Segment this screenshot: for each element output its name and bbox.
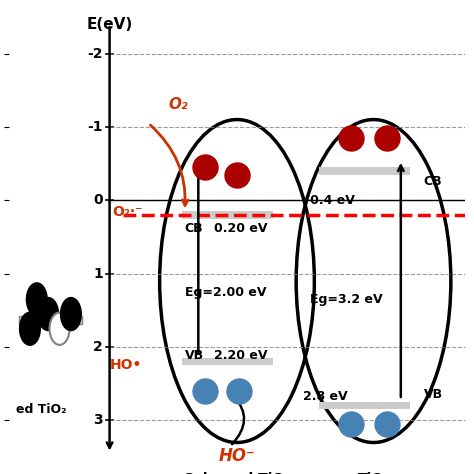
Text: VB: VB <box>185 349 204 363</box>
Point <box>347 134 355 142</box>
Text: 0.20 eV: 0.20 eV <box>214 222 268 235</box>
Bar <box>182 358 273 365</box>
Text: -2: -2 <box>87 46 103 61</box>
Text: CB: CB <box>424 175 442 189</box>
Text: Eg=3.2 eV: Eg=3.2 eV <box>310 293 383 306</box>
Circle shape <box>49 312 70 345</box>
Text: HO•: HO• <box>109 358 142 372</box>
Point <box>201 164 209 171</box>
Text: TiO₂: TiO₂ <box>357 472 390 474</box>
Text: CB: CB <box>185 222 203 235</box>
Circle shape <box>27 283 47 316</box>
Point <box>201 387 209 395</box>
Text: O₂: O₂ <box>168 97 188 111</box>
Circle shape <box>38 298 58 330</box>
Text: -1: -1 <box>87 120 103 134</box>
Circle shape <box>61 298 81 330</box>
Text: 1: 1 <box>93 267 103 281</box>
Point <box>236 387 243 395</box>
Text: VB: VB <box>424 388 443 401</box>
Text: -0.4 eV: -0.4 eV <box>305 194 355 207</box>
Point <box>233 171 241 178</box>
Text: 2.20 eV: 2.20 eV <box>214 349 268 363</box>
Text: ed TiO₂: ed TiO₂ <box>16 403 67 416</box>
Text: 0: 0 <box>93 193 103 207</box>
Point <box>383 134 391 142</box>
Circle shape <box>20 312 40 345</box>
Text: Eg=2.00 eV: Eg=2.00 eV <box>185 285 266 299</box>
Text: O₂·⁻: O₂·⁻ <box>112 205 142 219</box>
Bar <box>19 316 82 324</box>
Text: HO⁻: HO⁻ <box>219 447 255 465</box>
Bar <box>319 167 410 174</box>
Text: Coloured TiO₂: Coloured TiO₂ <box>183 472 291 474</box>
Text: 2.8 eV: 2.8 eV <box>303 391 347 403</box>
Text: E(eV): E(eV) <box>86 17 133 32</box>
Point <box>383 420 391 428</box>
Bar <box>319 402 410 410</box>
Point <box>347 420 355 428</box>
Text: 3: 3 <box>93 413 103 428</box>
Text: 2: 2 <box>93 340 103 354</box>
Bar <box>182 211 273 219</box>
